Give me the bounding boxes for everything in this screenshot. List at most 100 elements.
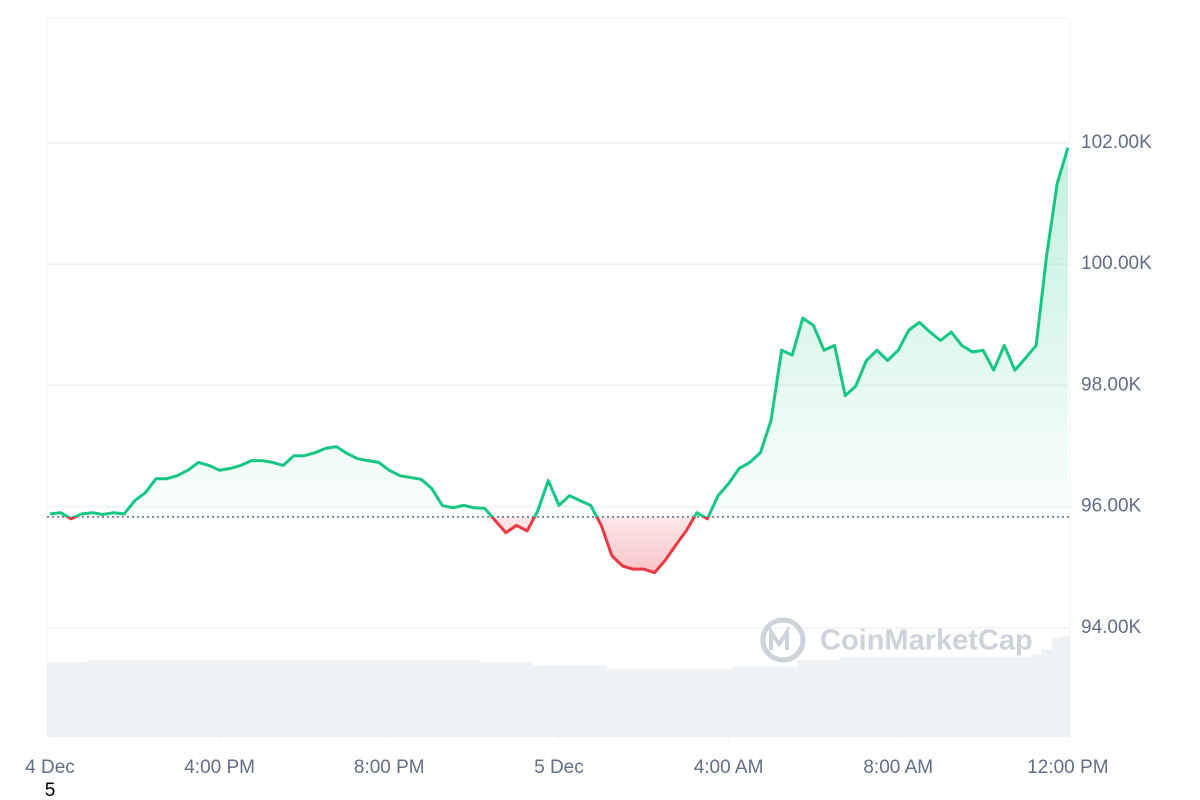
volume-bar — [945, 656, 958, 737]
volume-bar — [914, 656, 926, 737]
volume-bar — [1051, 638, 1064, 737]
volume-bar — [532, 665, 544, 737]
volume-bar — [415, 660, 427, 737]
volume-bar — [490, 662, 502, 737]
volume-bar — [140, 660, 152, 737]
price-line — [49, 147, 1070, 575]
watermark-logo — [760, 617, 806, 663]
volume-bar — [733, 666, 745, 737]
volume-bar — [702, 668, 714, 737]
volume-bar — [543, 665, 555, 737]
volume-bar — [511, 662, 523, 737]
volume-bar — [797, 660, 809, 737]
volume-bar — [967, 656, 979, 737]
volume-bar — [1041, 649, 1053, 737]
volume-bar — [277, 660, 290, 737]
volume-bar — [299, 660, 311, 737]
volume-bar — [182, 660, 194, 737]
x-tick-label: 4:00 AM — [694, 757, 764, 778]
volume-bar — [755, 666, 767, 737]
volume-bar — [871, 656, 883, 737]
volume-bar — [235, 660, 247, 737]
y-tick-label: 102.00K — [1081, 132, 1152, 153]
x-tick-label: 8:00 AM — [863, 757, 933, 778]
volume-bar — [246, 660, 258, 737]
volume-layer — [47, 635, 1071, 737]
volume-bar — [808, 660, 820, 737]
volume-bar — [956, 656, 968, 737]
volume-bar — [924, 656, 936, 737]
volume-bar — [426, 660, 438, 737]
volume-bar — [447, 660, 459, 737]
volume-bar — [118, 660, 130, 737]
volume-bar — [691, 668, 703, 737]
x-tick-label: 8:00 PM — [354, 757, 425, 778]
volume-bar — [553, 665, 565, 737]
volume-bar — [1009, 656, 1021, 737]
volume-bar — [500, 662, 512, 737]
volume-bar — [988, 656, 1000, 737]
watermark-logo — [769, 625, 789, 650]
volume-bar — [256, 660, 268, 737]
volume-bar — [150, 660, 162, 737]
volume-bar — [214, 660, 226, 737]
volume-bar — [882, 656, 894, 737]
x-tick-label: 4:00 PM — [184, 757, 255, 778]
watermark-text: CoinMarketCap — [820, 625, 1033, 657]
volume-bar — [436, 660, 449, 737]
y-tick-label: 94.00K — [1081, 617, 1142, 638]
volume-bar — [267, 660, 279, 737]
volume-bar — [352, 660, 364, 737]
volume-bar — [723, 668, 735, 737]
volume-bar — [521, 662, 533, 737]
volume-bar — [479, 662, 491, 737]
volume-bar — [76, 662, 88, 737]
volume-bar — [680, 668, 692, 737]
volume-bar — [935, 656, 947, 737]
volume-bar — [193, 660, 205, 737]
y-tick-label: 96.00K — [1081, 496, 1142, 517]
volume-bar — [606, 668, 618, 737]
volume-bar — [998, 656, 1011, 737]
volume-bar — [320, 660, 332, 737]
volume-bar — [744, 666, 756, 737]
footnote: 5 — [45, 780, 56, 800]
volume-bar — [87, 660, 99, 737]
volume-bar — [712, 668, 724, 737]
volume-bar — [171, 660, 184, 737]
volume-bar — [341, 660, 353, 737]
volume-bar — [108, 660, 120, 737]
volume-bar — [394, 660, 406, 737]
volume-bar — [1062, 635, 1071, 737]
x-tick-label: 4 Dec — [25, 757, 75, 778]
volume-bar — [617, 668, 629, 737]
volume-bar — [405, 660, 417, 737]
volume-bar — [288, 660, 300, 737]
volume-bar — [659, 668, 671, 737]
volume-bar — [458, 660, 470, 737]
y-tick-label: 100.00K — [1081, 253, 1152, 274]
price-area — [50, 147, 1068, 573]
volume-bar — [670, 668, 682, 737]
volume-bar — [638, 668, 650, 737]
volume-bar — [786, 666, 798, 737]
volume-bar — [829, 660, 841, 737]
volume-bar — [161, 660, 173, 737]
plot-layer — [47, 147, 1070, 575]
volume-bar — [839, 656, 852, 737]
x-tick-label: 12:00 PM — [1027, 757, 1108, 778]
volume-bar — [330, 660, 343, 737]
x-tick-label: 5 Dec — [534, 757, 584, 778]
volume-bar — [585, 665, 597, 737]
volume-bar — [574, 665, 586, 737]
volume-bar — [362, 660, 374, 737]
volume-bar — [309, 660, 321, 737]
volume-bar — [977, 656, 989, 737]
volume-bar — [776, 666, 788, 737]
volume-bar — [65, 662, 77, 737]
volume-bar — [892, 656, 905, 737]
volume-bar — [818, 660, 830, 737]
volume-bar — [47, 662, 56, 737]
